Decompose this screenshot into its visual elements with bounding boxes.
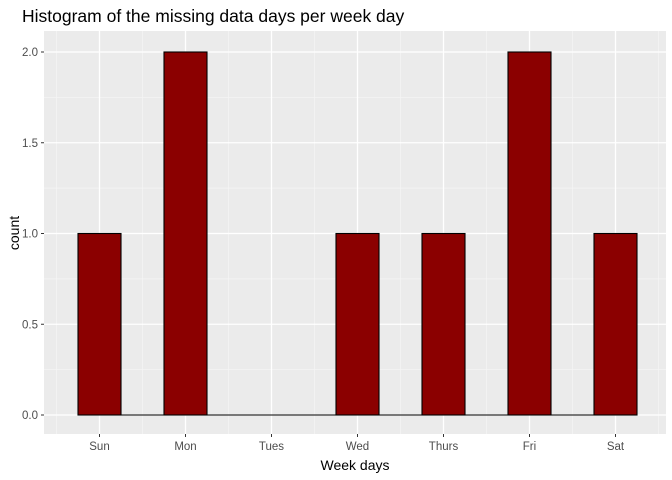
bar-sat xyxy=(593,232,638,416)
x-tick-label: Mon xyxy=(174,441,196,453)
x-tick-label: Thurs xyxy=(429,441,459,453)
bar-sun xyxy=(77,232,122,416)
bar-thurs xyxy=(421,232,466,416)
bar-wed xyxy=(335,232,380,416)
x-tick-label: Sun xyxy=(89,441,109,453)
y-tick-label: 1.5 xyxy=(22,138,38,150)
y-tick-label: 0.0 xyxy=(22,410,38,422)
x-axis-title: Week days xyxy=(321,457,390,473)
bar-fri xyxy=(507,51,552,416)
y-tick-label: 0.5 xyxy=(22,319,38,331)
y-tick-label: 2.0 xyxy=(22,47,38,59)
x-tick-label: Sat xyxy=(607,441,625,453)
x-tick-label: Wed xyxy=(346,441,369,453)
y-tick-label: 1.0 xyxy=(22,229,38,241)
x-tick-label: Fri xyxy=(523,441,536,453)
y-axis-ticks: 0.0 0.5 1.0 1.5 2.0 xyxy=(22,47,44,422)
bars xyxy=(77,51,638,416)
chart-title: Histogram of the missing data days per w… xyxy=(22,6,405,26)
y-axis-title: count xyxy=(6,216,22,250)
bar-mon xyxy=(163,51,208,416)
x-axis-ticks: Sun Mon Tues Wed Thurs Fri Sat xyxy=(89,434,625,453)
x-tick-label: Tues xyxy=(259,441,284,453)
